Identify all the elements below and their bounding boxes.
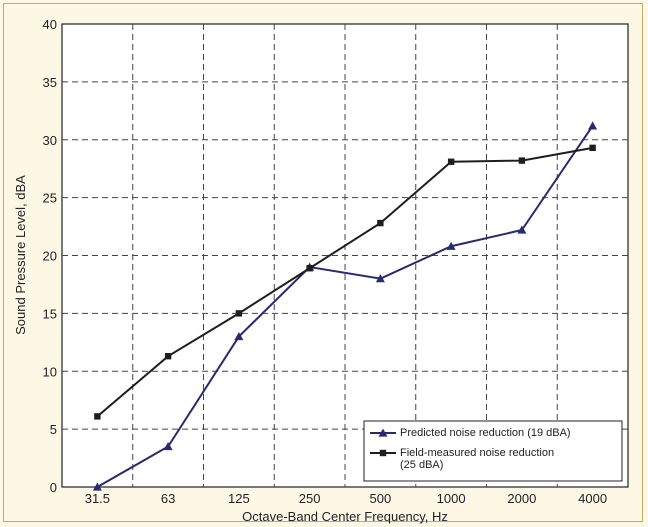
legend-label: Predicted noise reduction (19 dBA)	[400, 427, 571, 439]
legend-label: Field-measured noise reduction	[400, 447, 554, 459]
data-point	[92, 482, 102, 491]
y-tick-label: 20	[43, 249, 57, 264]
x-tick-label: 250	[299, 491, 321, 506]
y-axis-label: Sound Pressure Level, dBA	[13, 175, 28, 335]
x-tick-label: 31.5	[85, 491, 110, 506]
legend-label: (25 dBA)	[400, 459, 443, 471]
legend-box	[363, 420, 623, 482]
data-point	[234, 332, 244, 341]
data-point	[446, 241, 456, 250]
data-point	[94, 413, 101, 420]
x-tick-label: 500	[370, 491, 392, 506]
x-tick-label: 4000	[578, 491, 607, 506]
y-tick-label: 30	[43, 133, 57, 148]
y-axis-ticks: 0 5 10 15 20 25 30 35 40	[43, 17, 57, 495]
data-point	[589, 144, 596, 152]
series-layer	[92, 121, 598, 491]
series-field-measured	[94, 144, 596, 420]
series-line	[96, 125, 594, 488]
x-tick-label: 125	[228, 491, 250, 506]
data-point	[377, 219, 384, 227]
data-point	[447, 158, 455, 165]
y-tick-label: 25	[43, 191, 57, 206]
x-tick-label: 63	[161, 491, 175, 506]
x-axis-ticks: 31.5 63 125 250 500 1000 2000 4000	[85, 491, 607, 506]
data-point	[375, 274, 385, 283]
y-tick-label: 35	[43, 75, 57, 90]
legend-marker	[378, 428, 388, 437]
y-tick-label: 5	[50, 422, 57, 437]
data-point	[517, 225, 527, 234]
x-tick-label: 1000	[437, 491, 466, 506]
series-line	[96, 146, 593, 418]
grid	[62, 24, 628, 487]
data-point	[306, 265, 313, 272]
data-point	[163, 441, 173, 451]
legend-marker	[379, 449, 387, 457]
data-point	[235, 310, 243, 317]
data-point	[164, 353, 172, 360]
chart-frame	[3, 3, 643, 522]
x-tick-label: 2000	[507, 491, 536, 506]
x-axis-label: Octave-Band Center Frequency, Hz	[242, 509, 448, 524]
legend: Predicted noise reduction (19 dBA) Field-…	[363, 420, 623, 482]
data-point	[588, 121, 598, 130]
y-tick-label: 0	[50, 480, 57, 495]
data-point	[518, 157, 526, 164]
y-tick-label: 40	[43, 17, 57, 32]
y-tick-label: 10	[43, 364, 57, 379]
y-tick-label: 15	[43, 306, 57, 321]
